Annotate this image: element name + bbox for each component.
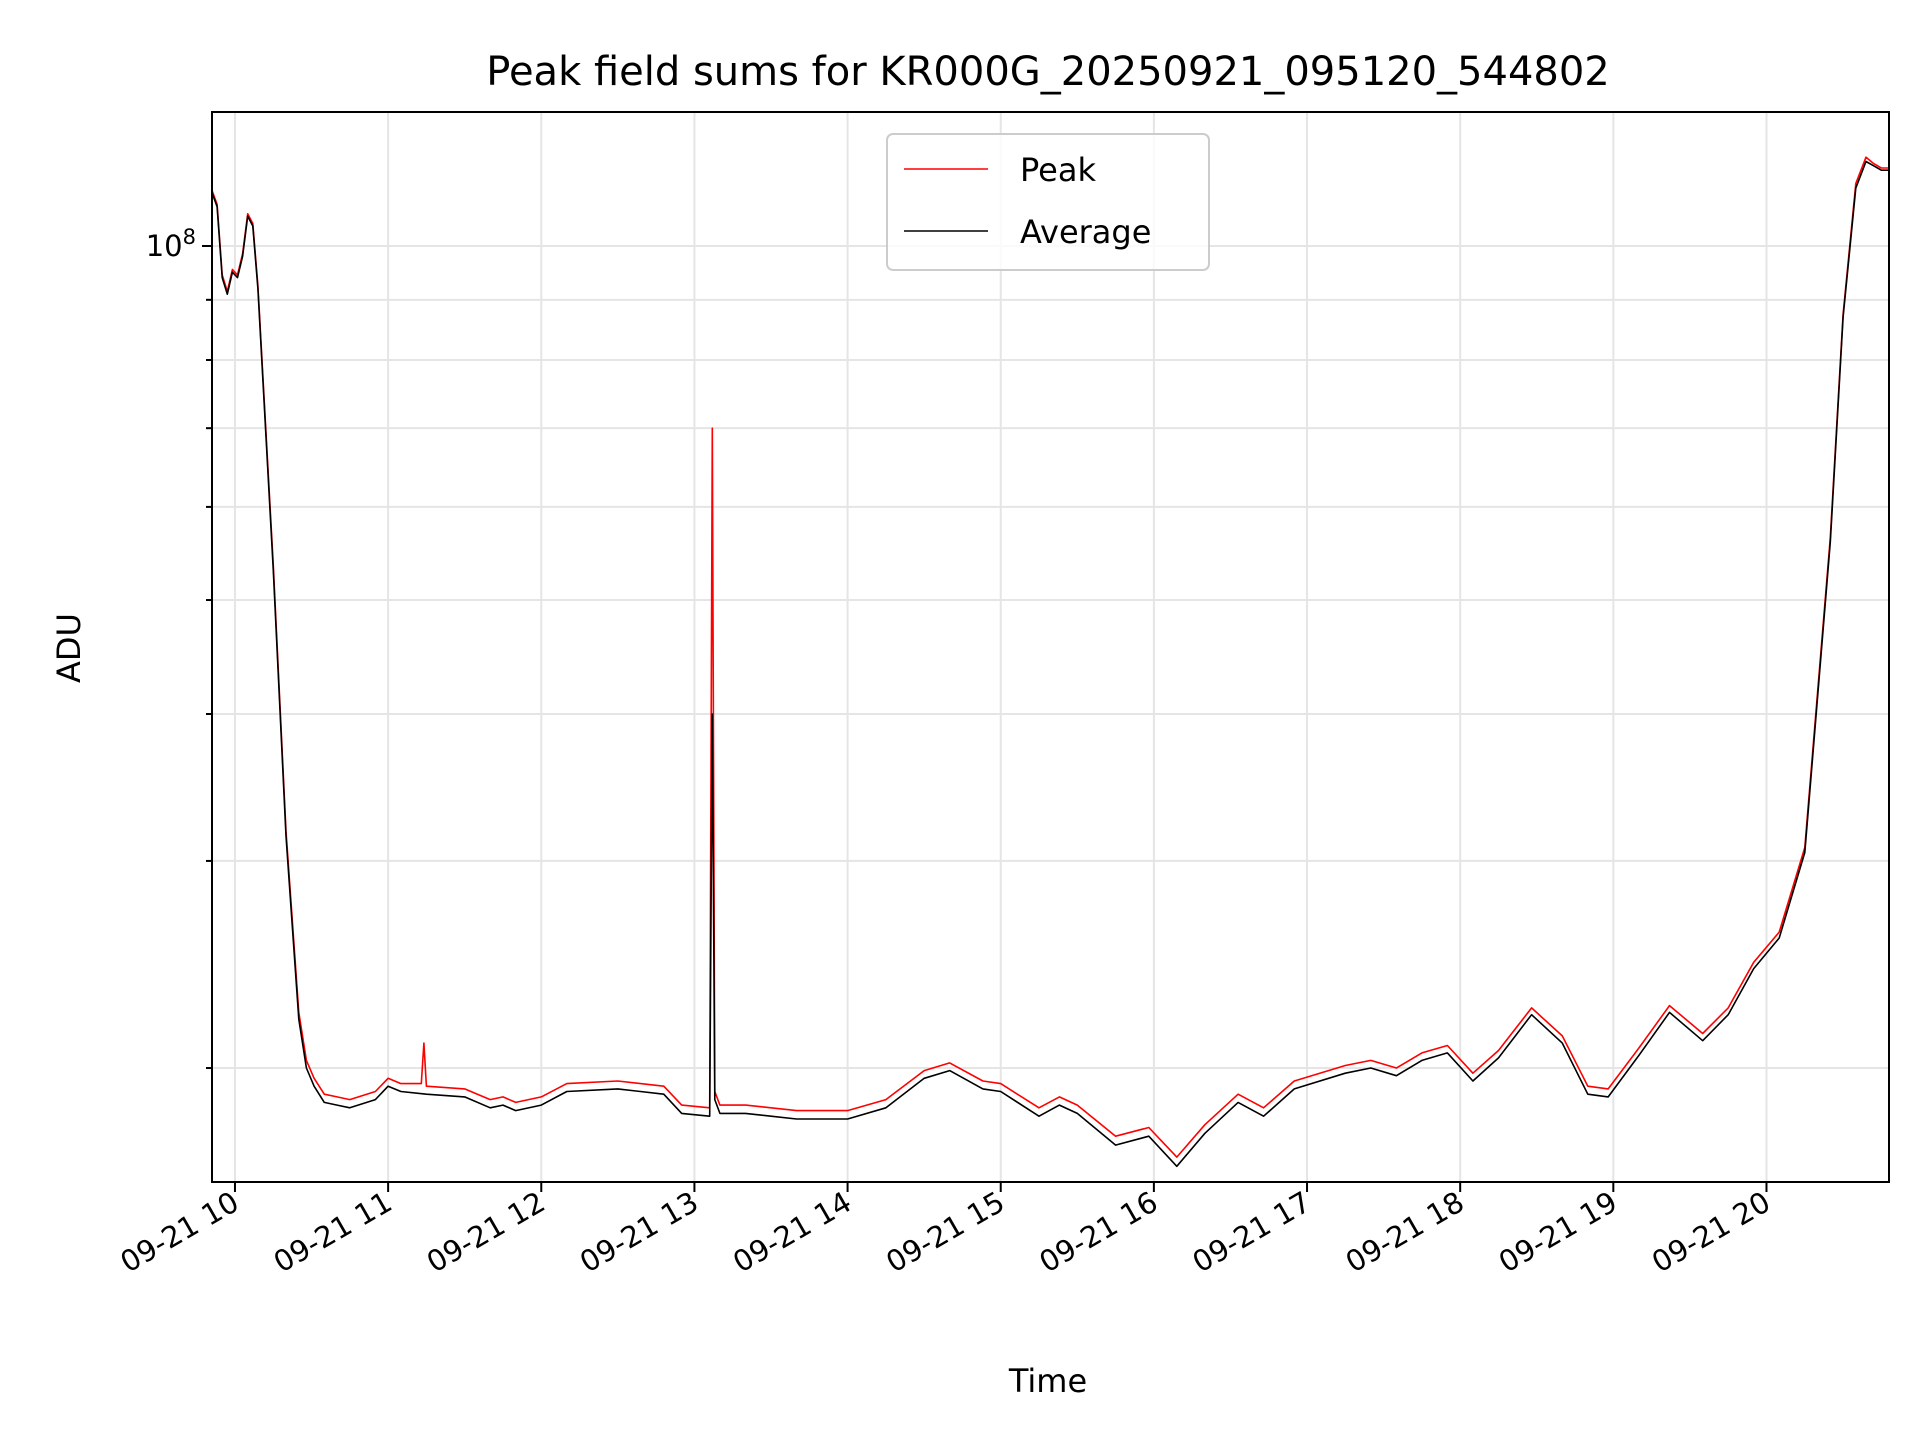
- y-axis-title: ADU: [50, 613, 88, 683]
- series-layer: [211, 156, 1889, 1168]
- series-line-average: [211, 160, 1889, 1168]
- series-line-peak: [211, 156, 1889, 1158]
- legend-label-average: Average: [1020, 213, 1151, 251]
- chart-title: Peak field sums for KR000G_20250921_0951…: [486, 49, 1610, 95]
- legend: Peak Average: [886, 133, 1210, 271]
- legend-box: [886, 133, 1210, 271]
- grid: [212, 112, 1889, 1182]
- plot-frame: [211, 111, 1890, 1183]
- legend-label-peak: Peak: [1020, 151, 1096, 189]
- x-axis-title: Time: [1008, 1362, 1087, 1400]
